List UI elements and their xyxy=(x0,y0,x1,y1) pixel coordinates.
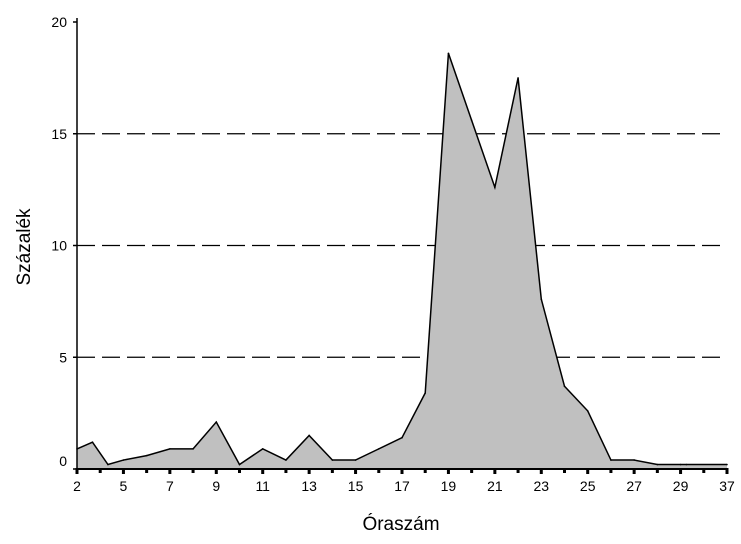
data-point-15 xyxy=(354,459,357,461)
x-tick-label-21: 21 xyxy=(487,478,503,494)
x-minor-tick xyxy=(516,468,520,473)
data-point-13 xyxy=(308,434,310,437)
x-minor-tick xyxy=(609,468,613,473)
x-tick-29 xyxy=(679,468,683,474)
data-point-37 xyxy=(726,463,728,466)
x-tick-label-7: 7 xyxy=(166,478,174,494)
x-tick-13 xyxy=(307,468,311,474)
x-tick-27 xyxy=(632,468,636,474)
data-point-28 xyxy=(656,463,659,466)
y-tick-label-15: 15 xyxy=(51,126,67,142)
data-point-23 xyxy=(540,298,543,300)
data-point-5 xyxy=(122,459,125,461)
x-tick-label-23: 23 xyxy=(533,478,549,494)
x-tick-label-5: 5 xyxy=(120,478,128,494)
data-point-7 xyxy=(169,448,171,450)
x-tick-15 xyxy=(354,468,358,474)
x-tick-37 xyxy=(725,468,729,474)
x-tick-17 xyxy=(400,468,404,474)
x-tick-25 xyxy=(586,468,590,474)
x-minor-tick xyxy=(330,468,334,473)
data-point-12 xyxy=(285,459,287,461)
data-point-30 xyxy=(685,463,688,466)
x-tick-label-37: 37 xyxy=(719,478,735,494)
x-minor-tick xyxy=(377,468,381,473)
x-tick-label-13: 13 xyxy=(301,478,317,494)
area-fill xyxy=(77,53,727,469)
data-point-19 xyxy=(447,52,450,55)
x-tick-2 xyxy=(75,468,79,474)
y-tick-label-0: 0 xyxy=(59,453,67,469)
y-tick-label-5: 5 xyxy=(59,349,67,365)
data-point-25 xyxy=(586,410,589,412)
x-tick-label-29: 29 xyxy=(673,478,689,494)
x-tick-5 xyxy=(121,468,125,474)
x-minor-tick xyxy=(702,468,706,473)
data-point-24 xyxy=(563,385,566,388)
data-point-9 xyxy=(215,421,218,423)
y-tick-label-10: 10 xyxy=(51,238,67,254)
data-point-27 xyxy=(633,459,635,461)
x-minor-tick xyxy=(423,468,427,473)
x-minor-tick xyxy=(470,468,474,473)
x-minor-tick xyxy=(284,468,288,473)
data-point-8 xyxy=(192,448,194,450)
x-minor-tick xyxy=(191,468,195,473)
data-point-18 xyxy=(424,392,427,394)
x-tick-23 xyxy=(539,468,543,474)
data-point-3 xyxy=(91,441,94,443)
x-tick-21 xyxy=(493,468,497,474)
x-minor-tick xyxy=(98,468,102,473)
x-tick-label-19: 19 xyxy=(441,478,457,494)
x-minor-tick xyxy=(655,468,659,473)
y-tick-label-20: 20 xyxy=(51,14,67,30)
data-point-29 xyxy=(679,463,682,466)
data-point-14 xyxy=(331,459,334,461)
x-minor-tick xyxy=(563,468,566,473)
data-point-21 xyxy=(494,186,496,189)
x-tick-label-25: 25 xyxy=(580,478,596,494)
data-point-6 xyxy=(145,454,148,457)
data-point-17 xyxy=(401,436,403,439)
x-tick-label-15: 15 xyxy=(348,478,364,494)
gridlines xyxy=(77,133,727,358)
x-tick-label-11: 11 xyxy=(255,478,270,494)
x-minor-tick xyxy=(238,468,241,473)
data-point-26 xyxy=(610,459,612,461)
axes xyxy=(73,18,729,474)
x-tick-label-9: 9 xyxy=(212,478,220,494)
x-tick-label-17: 17 xyxy=(394,478,410,494)
series-line xyxy=(76,53,727,466)
x-tick-label-27: 27 xyxy=(626,478,642,494)
data-point-11 xyxy=(261,448,264,450)
x-tick-label-2: 2 xyxy=(73,478,81,494)
x-tick-19 xyxy=(446,468,450,474)
data-point-22 xyxy=(517,77,519,79)
data-point-16 xyxy=(377,448,380,450)
area-layer xyxy=(76,52,728,469)
x-tick-11 xyxy=(261,468,265,474)
y-axis-title: Százalék xyxy=(14,208,35,286)
data-point-4 xyxy=(107,463,109,466)
x-minor-tick xyxy=(145,468,149,473)
x-axis-title: Óraszám xyxy=(362,513,439,535)
data-point-10 xyxy=(238,463,241,466)
x-tick-9 xyxy=(214,468,218,474)
x-tick-7 xyxy=(168,468,172,474)
data-point-20 xyxy=(470,119,473,122)
